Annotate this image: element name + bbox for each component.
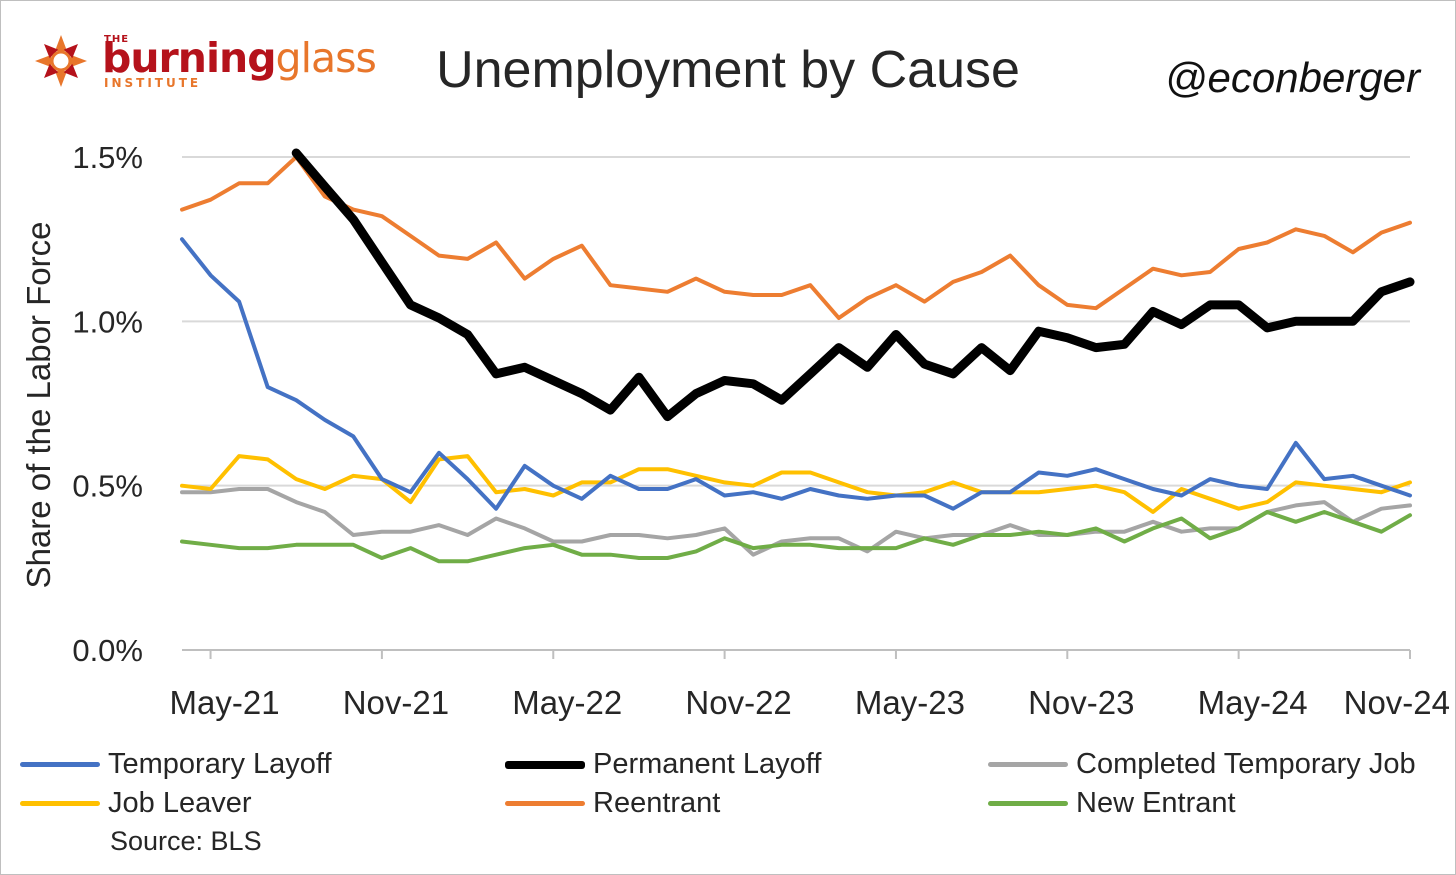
legend-label: Job Leaver (108, 787, 252, 819)
y-tick-label: 0.0% (72, 633, 143, 668)
y-axis-label: Share of the Labor Force (20, 222, 57, 589)
author-handle: @econberger (1164, 54, 1420, 101)
logo-word-glass: glass (275, 34, 377, 82)
x-tick-label: Nov-22 (685, 684, 791, 721)
x-tick-label: May-21 (170, 684, 280, 721)
x-tick-label: Nov-21 (343, 684, 449, 721)
source-note: Source: BLS (110, 826, 262, 856)
legend-item-job-leaver: Job Leaver (20, 787, 252, 820)
legend-swatch (20, 801, 100, 806)
legend-item-temporary-layoff: Temporary Layoff (20, 748, 332, 781)
series-lines (180, 148, 1415, 564)
legend-label: Temporary Layoff (108, 748, 332, 780)
chart-title: Unemployment by Cause (436, 41, 1020, 99)
legend-swatch (988, 801, 1068, 806)
y-tick-label: 1.0% (72, 304, 143, 339)
logo-word-burning: burning (102, 34, 277, 82)
legend-swatch (20, 762, 100, 767)
legend-swatch (505, 801, 585, 806)
sunburst-logo-icon (35, 35, 87, 87)
logo-the-text: THE (104, 34, 130, 45)
axes: 0.0% 0.5% 1.0% 1.5% May-21 Nov-21 May-22 Nov-22… (72, 140, 1450, 721)
series-line-temporary-layoff (180, 237, 1412, 511)
x-tick-label: May-24 (1198, 684, 1308, 721)
series-line-reentrant (180, 155, 1412, 320)
legend-item-reentrant: Reentrant (505, 787, 720, 820)
x-tick-label: May-23 (855, 684, 965, 721)
legend-label: Completed Temporary Job (1076, 748, 1416, 780)
gridlines (182, 156, 1410, 651)
y-tick-label: 0.5% (72, 469, 143, 504)
legend-label: Reentrant (593, 787, 721, 819)
x-tick-label: Nov-23 (1028, 684, 1134, 721)
x-tick-label: May-22 (512, 684, 622, 721)
legend-item-completed-temporary-job: Completed Temporary Job (988, 748, 1416, 781)
legend-swatch (505, 760, 585, 769)
series-line-completed-temporary-job (180, 487, 1412, 557)
logo-institute-text: INSTITUTE (104, 76, 202, 90)
legend-item-permanent-layoff: Permanent Layoff (505, 748, 821, 781)
legend-item-new-entrant: New Entrant (988, 787, 1236, 820)
legend-label: New Entrant (1076, 787, 1236, 819)
series-line-permanent-layoff (291, 148, 1415, 422)
x-tick-label: Nov-24 (1344, 684, 1450, 721)
logo-wordmark: burningglass (102, 34, 377, 82)
chart-legend: Temporary Layoff Permanent Layoff Complete… (0, 740, 1456, 870)
legend-swatch (988, 762, 1068, 767)
series-line-new-entrant (180, 510, 1412, 564)
y-tick-label: 1.5% (72, 140, 143, 175)
legend-label: Permanent Layoff (593, 748, 822, 780)
